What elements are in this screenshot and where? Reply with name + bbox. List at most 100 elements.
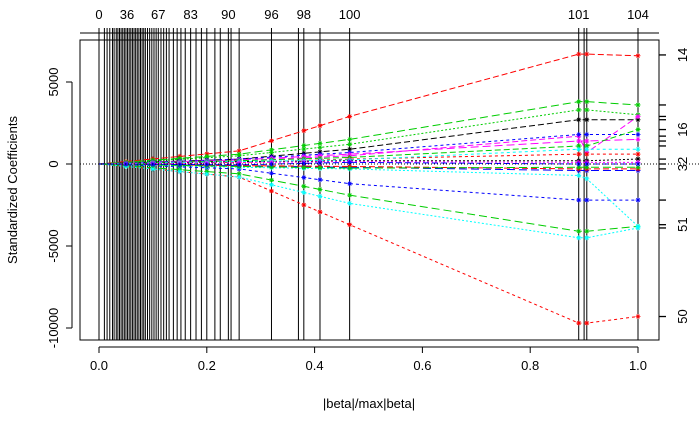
path-marker (347, 151, 353, 157)
top-tick-label: 96 (264, 7, 278, 22)
top-tick-label: 67 (151, 7, 165, 22)
y-tick-label: -10000 (46, 308, 61, 348)
path-marker (635, 223, 641, 229)
coefficient-path (98, 161, 638, 166)
y-axis-label: Standardized Coefficients (5, 116, 20, 264)
coefficient-paths (98, 51, 641, 326)
path-marker (204, 151, 210, 157)
path-marker (317, 144, 323, 150)
coefficient-path (98, 109, 639, 165)
x-axis: 0.0 0.2 0.4 0.6 0.8 1.0 (90, 346, 647, 373)
top-tick-label: 100 (339, 7, 361, 22)
coefficient-path (98, 163, 638, 201)
y-axis: 5000 0 -5000 -10000 (46, 68, 73, 348)
path-marker (236, 171, 242, 177)
path-marker (301, 146, 307, 152)
path-marker (576, 228, 582, 234)
path-marker (576, 146, 582, 152)
path-marker (317, 123, 323, 129)
path-marker (317, 160, 323, 166)
coefficient-path (98, 163, 638, 172)
path-marker (635, 146, 641, 152)
path-marker (347, 200, 353, 206)
coefficient-path (98, 148, 638, 165)
path-marker (317, 140, 323, 146)
path-marker (204, 171, 210, 177)
path-marker (635, 131, 641, 137)
path-marker (347, 192, 353, 198)
x-tick-label: 0.2 (198, 358, 216, 373)
path-marker (347, 146, 353, 152)
coefficient-path (98, 163, 638, 169)
path-marker (576, 235, 582, 241)
path-marker (576, 131, 582, 137)
path-marker (347, 222, 353, 228)
path-marker (317, 209, 323, 215)
coefficient-path (98, 53, 639, 165)
path-marker (301, 189, 307, 195)
path-marker (635, 136, 641, 142)
path-marker (635, 151, 641, 157)
path-marker (576, 151, 582, 157)
path-marker (268, 147, 274, 153)
path-marker (301, 164, 307, 170)
path-marker (301, 183, 307, 189)
y-tick-label: 5000 (46, 68, 61, 97)
x-tick-label: 0.4 (306, 358, 324, 373)
path-marker (268, 161, 274, 167)
path-marker (576, 107, 582, 113)
coefficient-path (98, 133, 638, 165)
coefficient-path (98, 163, 639, 239)
path-marker (635, 314, 641, 320)
coefficient-path (98, 161, 638, 165)
path-marker (584, 161, 590, 167)
path-marker (635, 156, 641, 162)
path-marker (584, 197, 590, 203)
path-marker (150, 166, 156, 172)
path-marker (635, 113, 641, 119)
path-marker (635, 53, 641, 59)
path-marker (584, 138, 590, 144)
path-marker (584, 143, 590, 149)
path-marker (301, 175, 307, 181)
path-marker (576, 164, 582, 170)
path-marker (301, 202, 307, 208)
path-marker (635, 164, 641, 170)
path-marker (635, 197, 641, 203)
path-marker (635, 117, 641, 123)
top-tick-label: 36 (120, 7, 134, 22)
path-marker (347, 159, 353, 165)
path-marker (204, 155, 210, 161)
path-marker (268, 188, 274, 194)
path-marker (584, 164, 590, 170)
path-marker (576, 138, 582, 144)
path-marker (204, 162, 210, 168)
y-tick-label: -5000 (46, 229, 61, 262)
path-marker (301, 143, 307, 149)
path-marker (236, 162, 242, 168)
coefficient-path (98, 116, 639, 165)
path-marker (268, 170, 274, 176)
top-tick-label: 90 (221, 7, 235, 22)
x-tick-label: 1.0 (629, 358, 647, 373)
top-tick-label: 0 (95, 7, 102, 22)
path-marker (635, 102, 641, 108)
path-marker (576, 51, 582, 57)
path-marker (584, 146, 590, 152)
path-marker (301, 128, 307, 134)
path-marker (177, 169, 183, 175)
coefficient-path (98, 163, 639, 227)
y-tick-label: 0 (46, 160, 61, 167)
coefficient-path (98, 163, 639, 324)
path-marker (268, 177, 274, 183)
path-marker (204, 169, 210, 175)
path-marker (584, 320, 590, 326)
right-tick-label: 32 (675, 157, 690, 171)
right-axis: 14 16 32 51 50 (658, 48, 690, 324)
path-marker (576, 99, 582, 105)
top-tick-label: 101 (568, 7, 590, 22)
x-tick-label: 0.8 (521, 358, 539, 373)
path-marker (347, 113, 353, 119)
path-marker (317, 165, 323, 171)
